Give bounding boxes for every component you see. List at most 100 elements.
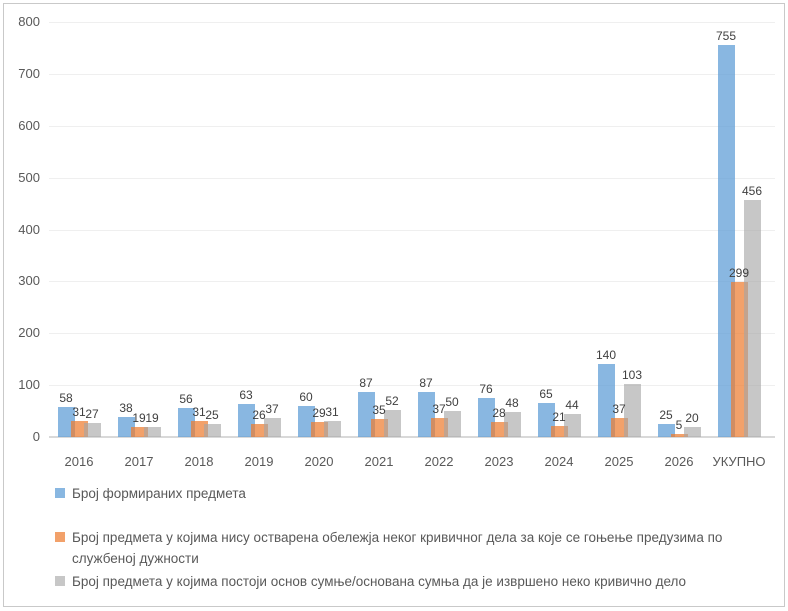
bar-value-label: 26 bbox=[252, 407, 266, 422]
x-tick-label: 2018 bbox=[184, 454, 214, 469]
legend-swatch-gray bbox=[55, 576, 65, 586]
y-tick-label: 0 bbox=[32, 429, 40, 444]
bar-value-label: 60 bbox=[299, 389, 313, 404]
x-tick-label: 2020 bbox=[304, 454, 334, 469]
bar-orange bbox=[70, 420, 88, 437]
bar-value-label: 76 bbox=[479, 381, 493, 396]
bar-value-label: 87 bbox=[419, 375, 433, 390]
bar-blue bbox=[177, 407, 195, 437]
y-tick-label: 200 bbox=[18, 325, 40, 341]
bar-value-label: 52 bbox=[385, 394, 399, 409]
y-tick-label: 100 bbox=[18, 377, 40, 393]
bar-gray bbox=[683, 426, 701, 437]
y-tick-label: 500 bbox=[18, 169, 40, 185]
y-tick-label: 600 bbox=[18, 117, 40, 133]
legend-item: Број предмета у којима нису остварена об… bbox=[55, 527, 760, 569]
bar-gray bbox=[263, 417, 281, 437]
gridline bbox=[49, 281, 775, 283]
bar-value-label: 50 bbox=[445, 395, 459, 410]
y-tick-label: 300 bbox=[18, 273, 40, 289]
bar-value-label: 140 bbox=[595, 348, 617, 363]
gridline bbox=[49, 125, 775, 127]
gridline bbox=[49, 22, 775, 23]
bar-value-label: 48 bbox=[505, 396, 519, 411]
bar-value-label: 5 bbox=[675, 418, 683, 433]
bar-gray bbox=[383, 410, 401, 437]
bar-value-label: 65 bbox=[539, 387, 553, 402]
bar-gray bbox=[323, 420, 341, 437]
bar-blue bbox=[657, 424, 675, 437]
plot-area: 58 31 27 38 19 19 56 31 25 63 26 37 60 29 31 87 35 52 87 37… bbox=[49, 22, 775, 438]
bar-value-label: 25 bbox=[659, 408, 673, 423]
bar-value-label: 87 bbox=[359, 375, 373, 390]
bar-orange bbox=[550, 426, 568, 437]
bar-value-label: 37 bbox=[432, 401, 446, 416]
legend-item: Број формираних предмета bbox=[55, 483, 760, 504]
x-tick-label: 2022 bbox=[424, 454, 454, 469]
bar-value-label: 28 bbox=[492, 406, 506, 421]
bar-gray bbox=[623, 383, 641, 437]
bar-blue bbox=[477, 397, 495, 437]
bar-value-label: 103 bbox=[621, 367, 643, 382]
bar-gray bbox=[743, 200, 761, 437]
x-tick-label: 2016 bbox=[64, 454, 94, 469]
gridline bbox=[49, 177, 775, 179]
bar-value-label: 19 bbox=[145, 411, 159, 426]
bar-value-label: 31 bbox=[325, 404, 339, 419]
bar-value-label: 56 bbox=[179, 391, 193, 406]
bar-orange bbox=[370, 418, 388, 437]
x-tick-label: 2021 bbox=[364, 454, 394, 469]
bar-value-label: 37 bbox=[612, 401, 626, 416]
legend-swatch-orange bbox=[55, 532, 65, 542]
bar-value-label: 63 bbox=[239, 388, 253, 403]
bar-orange bbox=[730, 281, 748, 437]
bar-gray bbox=[503, 412, 521, 437]
legend-label: Број предмета у којима нису остварена об… bbox=[72, 530, 723, 566]
gridline bbox=[49, 229, 775, 231]
bar-value-label: 31 bbox=[192, 404, 206, 419]
x-tick-label: УКУПНО bbox=[712, 454, 766, 469]
x-tick-label: 2026 bbox=[664, 454, 694, 469]
bar-blue bbox=[537, 403, 555, 437]
x-axis-line bbox=[49, 436, 775, 438]
bar-blue bbox=[717, 45, 735, 437]
bar-value-label: 456 bbox=[741, 184, 763, 199]
bar-blue bbox=[237, 404, 255, 437]
legend-item: Број предмета у којима постоји основ сум… bbox=[55, 571, 760, 592]
bar-orange bbox=[670, 434, 688, 437]
bar-orange bbox=[190, 420, 208, 437]
bar-value-label: 299 bbox=[728, 265, 750, 280]
gridline bbox=[49, 385, 775, 387]
bar-blue bbox=[117, 417, 135, 437]
legend-swatch-blue bbox=[55, 488, 65, 498]
bar-value-label: 20 bbox=[685, 410, 699, 425]
y-tick-label: 400 bbox=[18, 221, 40, 237]
bar-blue bbox=[297, 405, 315, 437]
chart-legend: Број формираних предмета Број предмета у … bbox=[55, 483, 760, 594]
bar-gray bbox=[443, 411, 461, 437]
bar-value-label: 19 bbox=[132, 411, 146, 426]
legend-label: Број предмета у којима постоји основ сум… bbox=[72, 574, 687, 589]
bar-value-label: 44 bbox=[565, 398, 579, 413]
bar-value-label: 25 bbox=[205, 408, 219, 423]
x-tick-label: 2024 bbox=[544, 454, 574, 469]
bar-value-label: 29 bbox=[312, 405, 326, 420]
bar-gray bbox=[203, 424, 221, 437]
bar-value-label: 37 bbox=[265, 401, 279, 416]
bar-gray bbox=[83, 423, 101, 437]
y-tick-label: 700 bbox=[18, 65, 40, 81]
x-tick-label: 2023 bbox=[484, 454, 514, 469]
bar-value-label: 31 bbox=[72, 404, 86, 419]
bar-orange bbox=[430, 417, 448, 437]
bar-value-label: 35 bbox=[372, 402, 386, 417]
x-tick-label: 2025 bbox=[604, 454, 634, 469]
x-tick-label: 2019 bbox=[244, 454, 274, 469]
x-tick-label: 2017 bbox=[124, 454, 154, 469]
bar-value-label: 38 bbox=[119, 401, 133, 416]
bar-blue bbox=[597, 364, 615, 437]
bar-blue bbox=[57, 406, 75, 437]
bar-gray bbox=[563, 414, 581, 437]
bar-value-label: 755 bbox=[715, 29, 737, 44]
bar-value-label: 27 bbox=[85, 406, 99, 421]
